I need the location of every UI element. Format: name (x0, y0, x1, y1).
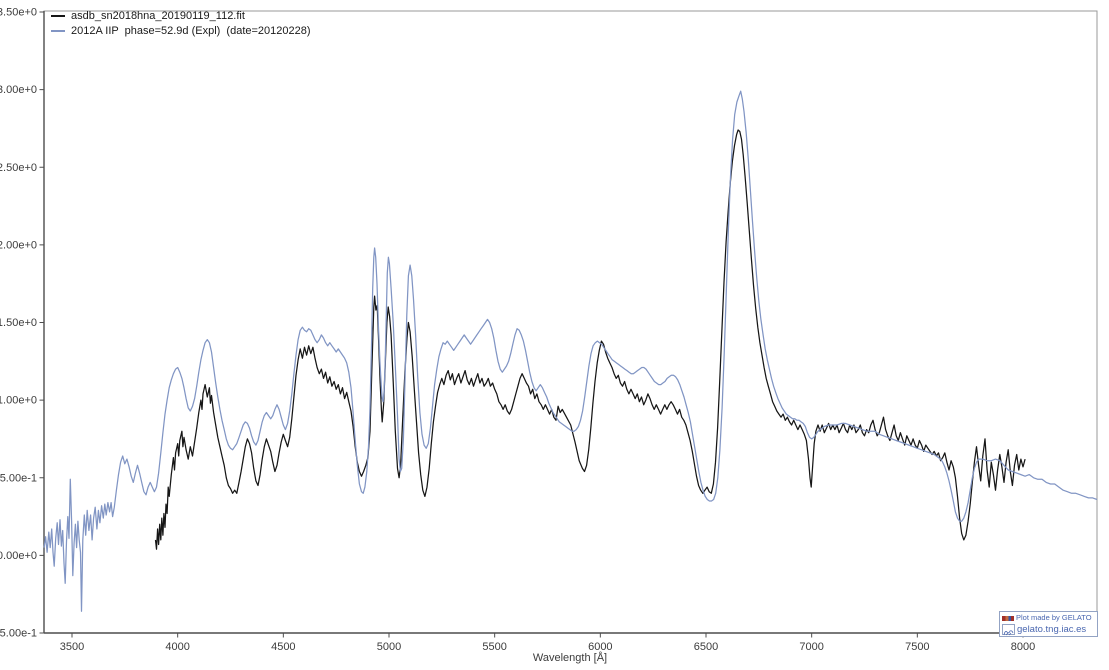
y-tick-label: 3.00e+0 (0, 84, 37, 96)
y-tick-label: 0.00e+0 (0, 550, 37, 562)
y-tick-label: 1.00e+0 (0, 395, 37, 407)
template-spectrum-line (43, 90, 1098, 612)
x-tick-label: 8000 (1011, 641, 1035, 653)
x-tick-label: 4500 (271, 641, 295, 653)
x-tick-label: 5500 (482, 641, 506, 653)
y-tick-label: 1.50e+0 (0, 317, 37, 329)
y-tick-label: 3.50e+0 (0, 7, 37, 19)
legend: asdb_sn2018hna_20190119_112.fit 2012A II… (51, 9, 311, 37)
legend-entry-observed: asdb_sn2018hna_20190119_112.fit (51, 9, 311, 22)
gelato-doodle-icon (1002, 624, 1015, 636)
y-tick-label: 2.50e+0 (0, 162, 37, 174)
template-line-swatch-icon (51, 29, 65, 32)
x-tick-label: 5000 (377, 641, 401, 653)
y-tick-label: -5.00e-1 (0, 628, 37, 640)
x-axis-title: Wavelength [Å] (533, 651, 607, 664)
y-tick-label: 2.00e+0 (0, 239, 37, 251)
x-tick-label: 7500 (905, 641, 929, 653)
legend-entry-template: 2012A IIP phase=52.9d (Expl) (date=20120… (51, 24, 311, 37)
gelato-logo-box[interactable]: Plot made by GELATO gelato.tng.iac.es (999, 611, 1098, 637)
x-tick-label: 3500 (60, 641, 84, 653)
plot-border (43, 10, 1098, 634)
legend-label-template: 2012A IIP phase=52.9d (Expl) (date=20120… (71, 24, 311, 37)
gelato-mark-icon (1002, 615, 1014, 621)
x-tick-label: 6500 (694, 641, 718, 653)
x-tick-label: 7000 (799, 641, 823, 653)
gelato-logo-row1: Plot made by GELATO (1002, 613, 1095, 623)
x-tick-label: 4000 (165, 641, 189, 653)
legend-label-observed: asdb_sn2018hna_20190119_112.fit (71, 9, 245, 22)
observed-spectrum-line (154, 129, 1026, 550)
gelato-logo-row2: gelato.tng.iac.es (1002, 623, 1095, 636)
gelato-url-text: gelato.tng.iac.es (1017, 623, 1087, 635)
y-tick-label: 5.00e-1 (0, 472, 37, 484)
axis-ticks: 3500 4000 4500 5000 5500 6000 6500 7000 7500 8000… (0, 7, 1035, 654)
gelato-credit-text: Plot made by GELATO (1016, 613, 1092, 623)
x-tick-label: 6000 (588, 641, 612, 653)
observed-line-swatch-icon (51, 14, 65, 17)
series-lines (43, 90, 1098, 612)
